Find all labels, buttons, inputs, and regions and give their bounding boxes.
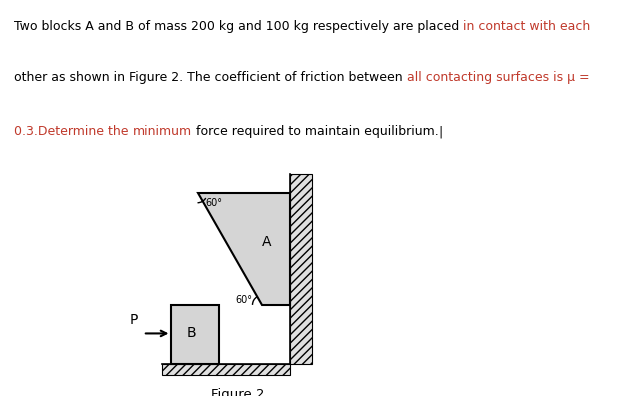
Text: in contact with each: in contact with each: [463, 20, 590, 33]
Text: 60°: 60°: [236, 295, 253, 305]
Text: other as shown in Figure 2. The coefficient of friction between: other as shown in Figure 2. The coeffici…: [14, 71, 406, 84]
Bar: [290, 174, 312, 364]
Bar: [162, 364, 290, 375]
Text: 0.3.Determine the: 0.3.Determine the: [14, 125, 132, 138]
Bar: [172, 305, 219, 364]
Text: Two blocks A and B of mass 200 kg and 100 kg respectively are placed: Two blocks A and B of mass 200 kg and 10…: [14, 20, 463, 33]
Text: 60°: 60°: [206, 198, 223, 208]
Text: |: |: [439, 125, 442, 138]
Text: Figure 2: Figure 2: [211, 388, 265, 396]
Text: P: P: [129, 314, 138, 327]
Text: minimum: minimum: [132, 125, 192, 138]
Polygon shape: [197, 193, 290, 305]
Text: A: A: [262, 235, 272, 249]
Text: B: B: [186, 326, 196, 341]
Text: all contacting surfaces is μ =: all contacting surfaces is μ =: [406, 71, 589, 84]
Text: force required to maintain equilibrium.: force required to maintain equilibrium.: [192, 125, 439, 138]
